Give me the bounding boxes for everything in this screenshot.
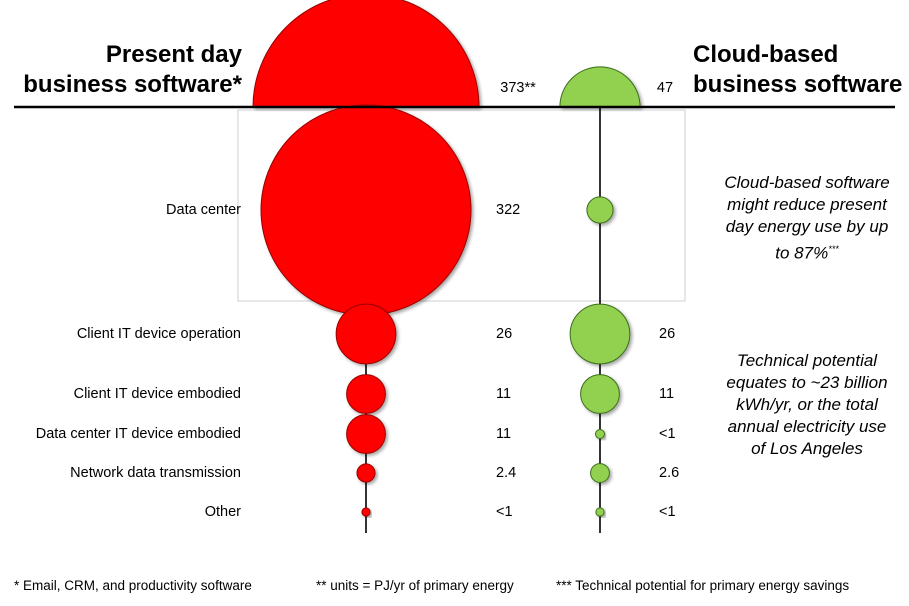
category-label: Data center xyxy=(166,202,241,218)
reduction-note-mark: *** xyxy=(828,244,839,254)
cloud-bubble xyxy=(590,463,610,483)
title-cloud-line2: business software xyxy=(693,71,903,98)
cloud-bubble xyxy=(594,428,606,440)
cloud-total-bubble xyxy=(559,66,641,108)
cloud-value-label: <1 xyxy=(659,504,676,520)
reduction-note-line1: Cloud-based software xyxy=(724,173,890,192)
reduction-note: Cloud-based software might reduce presen… xyxy=(712,172,902,265)
title-cloud: Cloud-based business software xyxy=(693,40,903,100)
present-bubble xyxy=(335,303,397,365)
potential-note-line5: of Los Angeles xyxy=(751,439,863,458)
reduction-note-line3: day energy use by up xyxy=(725,217,889,236)
potential-note-line3: kWh/yr, or the total xyxy=(736,395,878,414)
title-present-line2: business software* xyxy=(23,71,242,98)
cloud-bubble xyxy=(580,374,620,414)
footnote-3: *** Technical potential for primary ener… xyxy=(556,578,850,593)
cloud-total-label: 47 xyxy=(657,80,673,96)
present-bubble xyxy=(260,104,472,316)
present-value-label: <1 xyxy=(496,504,513,520)
present-total-label: 373** xyxy=(500,80,536,96)
reduction-note-line4: to 87%*** xyxy=(712,238,902,265)
present-value-label: 322 xyxy=(496,202,520,218)
present-value-label: 11 xyxy=(496,386,511,402)
cloud-bubble xyxy=(586,196,614,224)
cloud-value-label: <1 xyxy=(659,426,676,442)
cloud-bubble xyxy=(569,303,631,365)
title-present-line1: Present day xyxy=(105,41,242,68)
present-bubble xyxy=(361,507,371,517)
potential-note-line1: Technical potential xyxy=(736,351,878,370)
reduction-note-percent: to 87% xyxy=(775,243,829,263)
cloud-value-label: 2.6 xyxy=(659,465,679,481)
category-label: Other xyxy=(205,504,241,520)
present-value-label: 11 xyxy=(496,426,511,442)
footnote-2: ** units = PJ/yr of primary energy xyxy=(316,578,514,593)
present-value-label: 2.4 xyxy=(496,465,516,481)
category-label: Network data transmission xyxy=(70,465,241,481)
data-center-highlight-box xyxy=(237,109,686,302)
category-label: Client IT device operation xyxy=(77,326,241,342)
reduction-note-line2: might reduce present xyxy=(727,195,887,214)
present-total-bubble xyxy=(252,0,480,108)
category-label: Client IT device embodied xyxy=(74,386,241,402)
title-cloud-line1: Cloud-based xyxy=(693,41,839,68)
present-bubble xyxy=(346,374,386,414)
category-label: Data center IT device embodied xyxy=(36,426,241,442)
potential-note-line4: annual electricity use xyxy=(727,417,887,436)
footnote-1: * Email, CRM, and productivity software xyxy=(14,578,252,593)
potential-note-line2: equates to ~23 billion xyxy=(726,373,888,392)
present-bubble xyxy=(346,414,386,454)
present-value-label: 26 xyxy=(496,326,512,342)
present-bubble xyxy=(356,463,376,483)
potential-note: Technical potential equates to ~23 billi… xyxy=(712,350,902,460)
title-present: Present day business software* xyxy=(0,40,242,100)
cloud-value-label: 26 xyxy=(659,326,675,342)
cloud-value-label: 11 xyxy=(659,386,674,402)
cloud-bubble xyxy=(595,507,605,517)
